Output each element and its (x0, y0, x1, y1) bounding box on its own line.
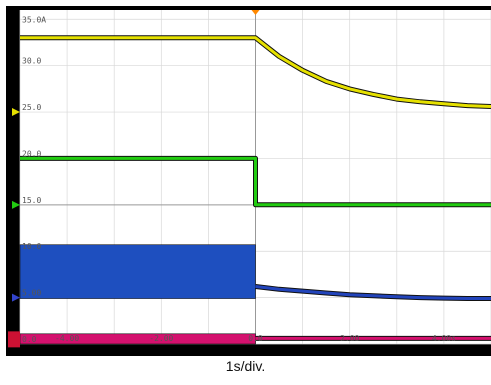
trace-line-3 (255, 285, 491, 300)
channel-marker (8, 331, 20, 348)
y-tick-label: 0.0 (22, 335, 37, 344)
y-tick-label: 35.0A (22, 15, 46, 24)
x-tick-label: -4.00 (55, 334, 79, 343)
x-tick-label: 2.00 (340, 334, 359, 343)
trigger-marker (251, 10, 260, 15)
timebase-caption: 1s/div. (225, 358, 266, 374)
channel-marker (12, 293, 20, 302)
y-tick-label: 10.0 (22, 242, 41, 251)
x-tick-label: -2.00 (149, 334, 173, 343)
x-tick-label: 0.0 (248, 334, 263, 343)
waveform-traces (19, 35, 491, 345)
y-tick-label: 20.0 (22, 149, 41, 158)
channel-markers (8, 10, 260, 348)
trace-band-2 (19, 244, 256, 299)
tick-labels: 35.0A 30.0 25.0 20.0 15.0 10.0 5.00 0.0 -4.00 -2.… (22, 15, 456, 344)
y-tick-label: 5.00 (22, 289, 41, 298)
channel-marker (12, 108, 20, 117)
y-tick-label: 30.0 (22, 57, 41, 66)
channel-marker (12, 200, 20, 209)
x-tick-label: 4.00s (432, 334, 456, 343)
trace-line-1 (20, 156, 491, 207)
oscilloscope-plot: 35.0A 30.0 25.0 20.0 15.0 10.0 5.00 0.0 -4.00 -2.… (6, 6, 491, 356)
y-tick-label: 25.0 (22, 103, 41, 112)
trace-line-0 (20, 36, 491, 108)
y-tick-label: 15.0 (22, 196, 41, 205)
